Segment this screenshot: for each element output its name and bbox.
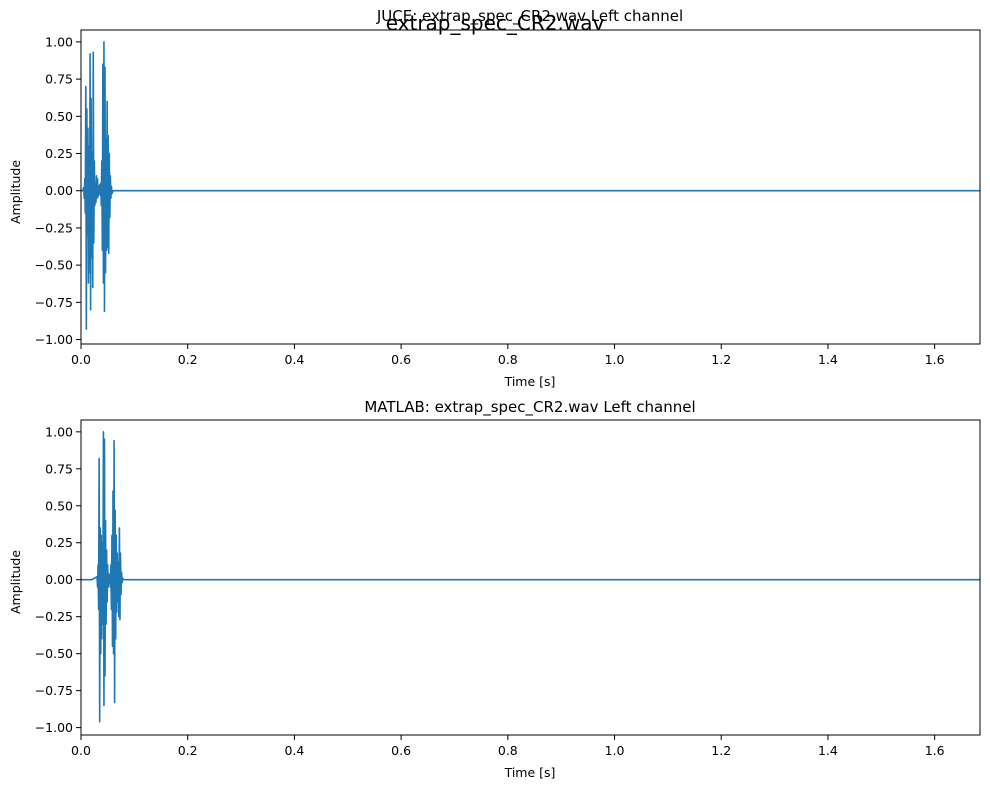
x-axis-label: Time [s] — [504, 765, 556, 780]
x-tick-label: 0.6 — [391, 352, 411, 367]
y-tick-label: 0.25 — [45, 535, 73, 550]
x-tick-label: 1.6 — [925, 743, 945, 758]
y-tick-label: 0.75 — [45, 72, 73, 87]
x-tick-label: 0.8 — [498, 743, 518, 758]
x-tick-label: 1.0 — [605, 352, 625, 367]
x-tick-label: 1.2 — [711, 743, 731, 758]
y-tick-label: 0.50 — [45, 498, 73, 513]
y-tick-label: 1.00 — [45, 424, 73, 439]
x-tick-label: 1.0 — [605, 743, 625, 758]
y-axis-label: Amplitude — [8, 550, 23, 614]
x-tick-label: 0.4 — [284, 352, 304, 367]
x-tick-label: 0.6 — [391, 743, 411, 758]
y-axis-label: Amplitude — [8, 160, 23, 224]
x-tick-label: 0.8 — [498, 352, 518, 367]
x-tick-label: 1.2 — [711, 352, 731, 367]
y-tick-label: −0.50 — [35, 258, 73, 273]
y-tick-label: 1.00 — [45, 34, 73, 49]
plot-frame — [80, 419, 981, 736]
y-tick-label: −0.25 — [35, 609, 73, 624]
y-tick-label: 0.25 — [45, 146, 73, 161]
y-tick-label: −0.50 — [35, 646, 73, 661]
x-tick-label: 0.2 — [178, 352, 198, 367]
x-tick-label: 1.6 — [925, 352, 945, 367]
subplot-juce: JUCE: extrap_spec_CR2.wav Left channel T… — [8, 7, 981, 389]
plot-frame — [80, 29, 981, 345]
y-tick-label: 0.75 — [45, 461, 73, 476]
y-tick-label: −1.00 — [35, 720, 73, 735]
subplot-title: JUCE: extrap_spec_CR2.wav Left channel — [376, 7, 683, 26]
x-axis-label: Time [s] — [504, 374, 556, 389]
x-tick-label: 1.4 — [818, 352, 838, 367]
y-tick-label: 0.00 — [45, 572, 73, 587]
x-tick-label: 1.4 — [818, 743, 838, 758]
subplot-matlab: MATLAB: extrap_spec_CR2.wav Left channel… — [8, 398, 981, 780]
x-tick-label: 0.0 — [71, 743, 91, 758]
waveform-line — [81, 431, 980, 723]
subplot-title: MATLAB: extrap_spec_CR2.wav Left channel — [364, 398, 695, 417]
y-tick-label: −0.25 — [35, 220, 73, 235]
figure-suptitle: extrap_spec_CR2.wav — [386, 11, 605, 35]
x-tick-label: 0.2 — [178, 743, 198, 758]
y-tick-label: −0.75 — [35, 683, 73, 698]
y-tick-label: −1.00 — [35, 332, 73, 347]
waveform-line — [81, 41, 980, 330]
y-tick-label: 0.00 — [45, 183, 73, 198]
y-tick-label: 0.50 — [45, 109, 73, 124]
y-tick-label: −0.75 — [35, 295, 73, 310]
x-tick-label: 0.4 — [284, 743, 304, 758]
x-tick-label: 0.0 — [71, 352, 91, 367]
